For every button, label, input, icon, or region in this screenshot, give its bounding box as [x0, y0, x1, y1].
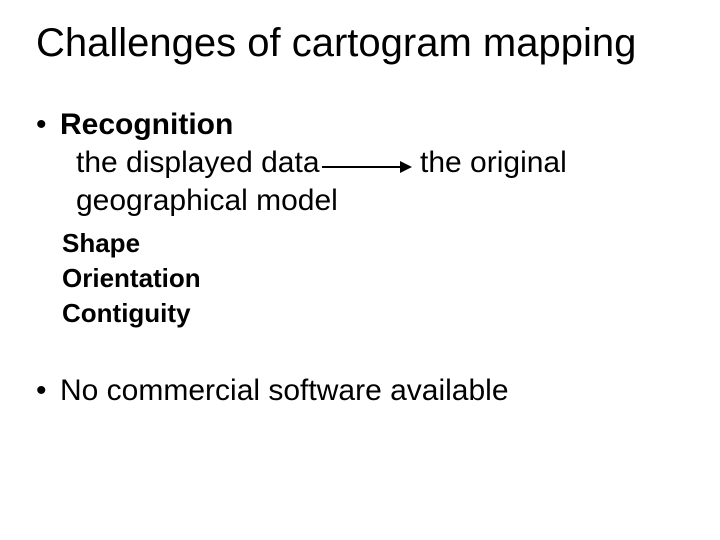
- bullet-dot-1: •: [36, 108, 47, 142]
- arrow-icon: [322, 160, 412, 174]
- sub-item-orientation: Orientation: [62, 261, 201, 296]
- sub-item-contiguity: Contiguity: [62, 296, 201, 331]
- recognition-left-text: the displayed data: [76, 146, 320, 180]
- sub-item-shape: Shape: [62, 226, 201, 261]
- slide-title: Challenges of cartogram mapping: [36, 20, 636, 66]
- bullet-dot-2: •: [36, 374, 47, 408]
- recognition-sub-list: Shape Orientation Contiguity: [62, 226, 201, 331]
- recognition-second-line: geographical model: [76, 184, 338, 218]
- recognition-right-text: the original: [420, 146, 567, 180]
- slide: Challenges of cartogram mapping • Recogn…: [0, 0, 720, 540]
- software-line: No commercial software available: [60, 374, 509, 408]
- recognition-label: Recognition: [60, 108, 233, 142]
